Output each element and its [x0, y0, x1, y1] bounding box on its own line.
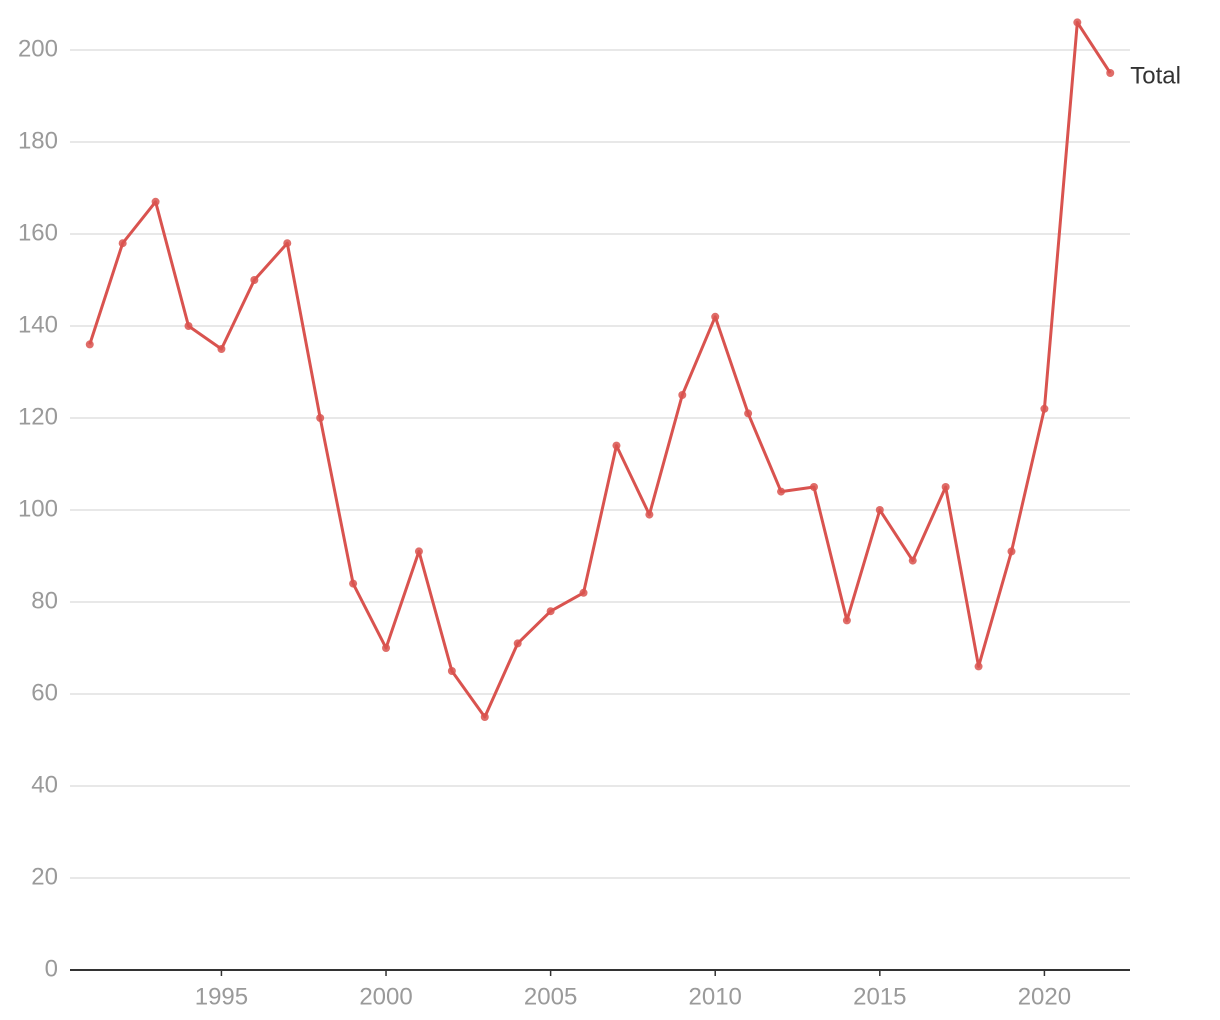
x-tick-label: 2020	[1018, 983, 1071, 1010]
y-tick-label: 200	[18, 35, 58, 62]
data-point	[974, 662, 983, 671]
y-tick-label: 180	[18, 127, 58, 154]
y-tick-label: 0	[45, 955, 58, 982]
data-point	[579, 588, 588, 597]
y-tick-label: 40	[31, 771, 58, 798]
data-point	[151, 197, 160, 206]
y-tick-label: 100	[18, 495, 58, 522]
data-point	[777, 487, 786, 496]
data-point	[612, 441, 621, 450]
x-tick-label: 2015	[853, 983, 906, 1010]
data-point	[118, 239, 127, 248]
data-point	[283, 239, 292, 248]
data-point	[184, 322, 193, 330]
data-point	[678, 391, 687, 399]
data-point	[711, 312, 720, 321]
y-tick-label: 160	[18, 219, 58, 246]
x-tick-label: 1995	[195, 983, 248, 1010]
data-point	[414, 547, 423, 556]
data-point	[1040, 404, 1049, 413]
data-point	[908, 556, 917, 565]
data-point	[875, 506, 884, 514]
data-point	[809, 483, 818, 491]
data-point	[85, 340, 94, 349]
data-point	[217, 345, 226, 353]
y-tick-label: 120	[18, 403, 58, 430]
series-label: Total	[1130, 62, 1181, 89]
y-tick-label: 60	[31, 679, 58, 706]
data-point	[382, 644, 391, 652]
y-tick-label: 80	[31, 587, 58, 614]
data-point	[645, 510, 654, 519]
data-point	[316, 414, 325, 422]
x-tick-label: 2010	[689, 983, 742, 1010]
data-point	[349, 579, 358, 588]
x-tick-label: 2005	[524, 983, 577, 1010]
y-tick-label: 20	[31, 863, 58, 890]
data-point	[1007, 547, 1016, 556]
data-point	[744, 409, 753, 418]
data-point	[1073, 18, 1082, 27]
data-line	[88, 20, 1112, 719]
y-tick-label: 140	[18, 311, 58, 338]
data-point	[546, 607, 555, 616]
data-point	[941, 483, 950, 491]
data-point	[480, 713, 489, 721]
data-point	[842, 616, 851, 625]
data-point	[250, 276, 259, 284]
data-point	[513, 639, 522, 648]
data-point	[1106, 69, 1115, 77]
x-tick-label: 2000	[359, 983, 412, 1010]
data-point	[447, 667, 456, 675]
